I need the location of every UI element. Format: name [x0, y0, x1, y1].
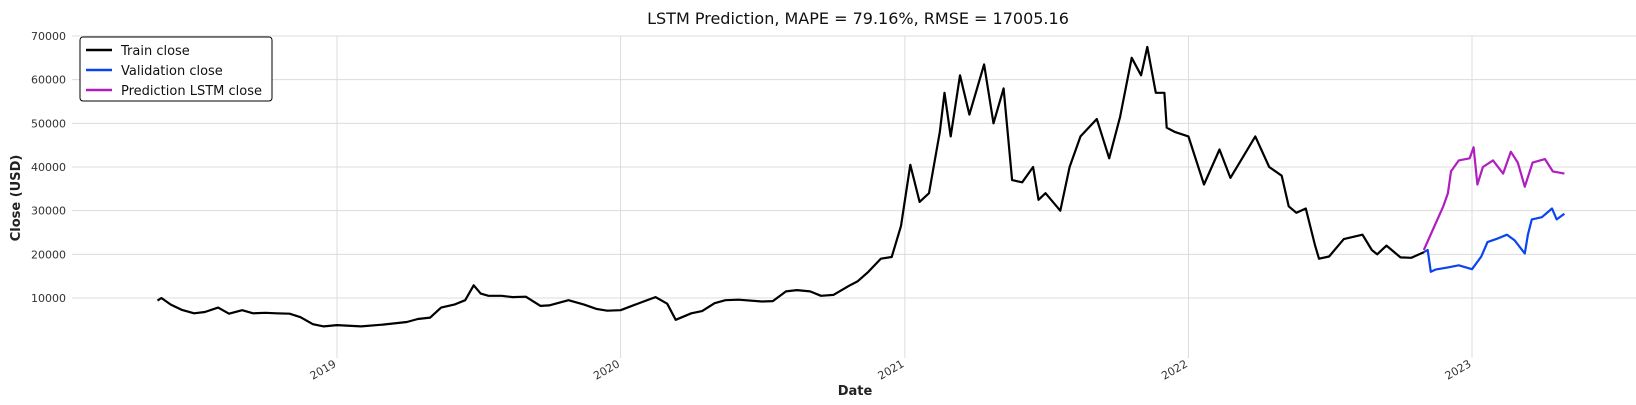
grid-lines — [72, 35, 1636, 358]
chart-title: LSTM Prediction, MAPE = 79.16%, RMSE = 1… — [647, 9, 1069, 28]
legend: Train close Validation close Prediction LS… — [79, 36, 273, 102]
y-tick-label: 20000 — [31, 248, 66, 261]
legend-entry: Prediction LSTM close — [121, 84, 262, 99]
y-tick-label: 60000 — [31, 74, 66, 87]
series-lines — [156, 45, 1566, 328]
legend-entry: Train close — [120, 44, 190, 59]
x-tick-label: 2020 — [591, 357, 622, 382]
x-tick-label: 2021 — [876, 357, 907, 382]
series-line-0 — [156, 45, 1425, 328]
legend-entry: Validation close — [121, 64, 223, 79]
y-tick-label: 30000 — [31, 205, 66, 218]
y-axis-ticks: 10000 20000 30000 40000 50000 60000 70000 — [31, 30, 66, 305]
y-tick-label: 40000 — [31, 161, 66, 174]
x-tick-label: 2019 — [308, 357, 339, 382]
x-axis-ticks: 2019 2020 2021 2022 2023 — [308, 357, 1474, 382]
x-tick-label: 2023 — [1443, 357, 1474, 382]
y-tick-label: 70000 — [31, 30, 66, 43]
y-tick-label: 10000 — [31, 292, 66, 305]
y-tick-label: 50000 — [31, 117, 66, 130]
x-tick-label: 2022 — [1159, 357, 1190, 382]
legend-box — [79, 36, 273, 102]
y-axis-label: Close (USD) — [9, 155, 24, 242]
series-line-1 — [1423, 207, 1566, 273]
series-line-2 — [1422, 146, 1565, 251]
x-axis-label: Date — [838, 384, 873, 399]
